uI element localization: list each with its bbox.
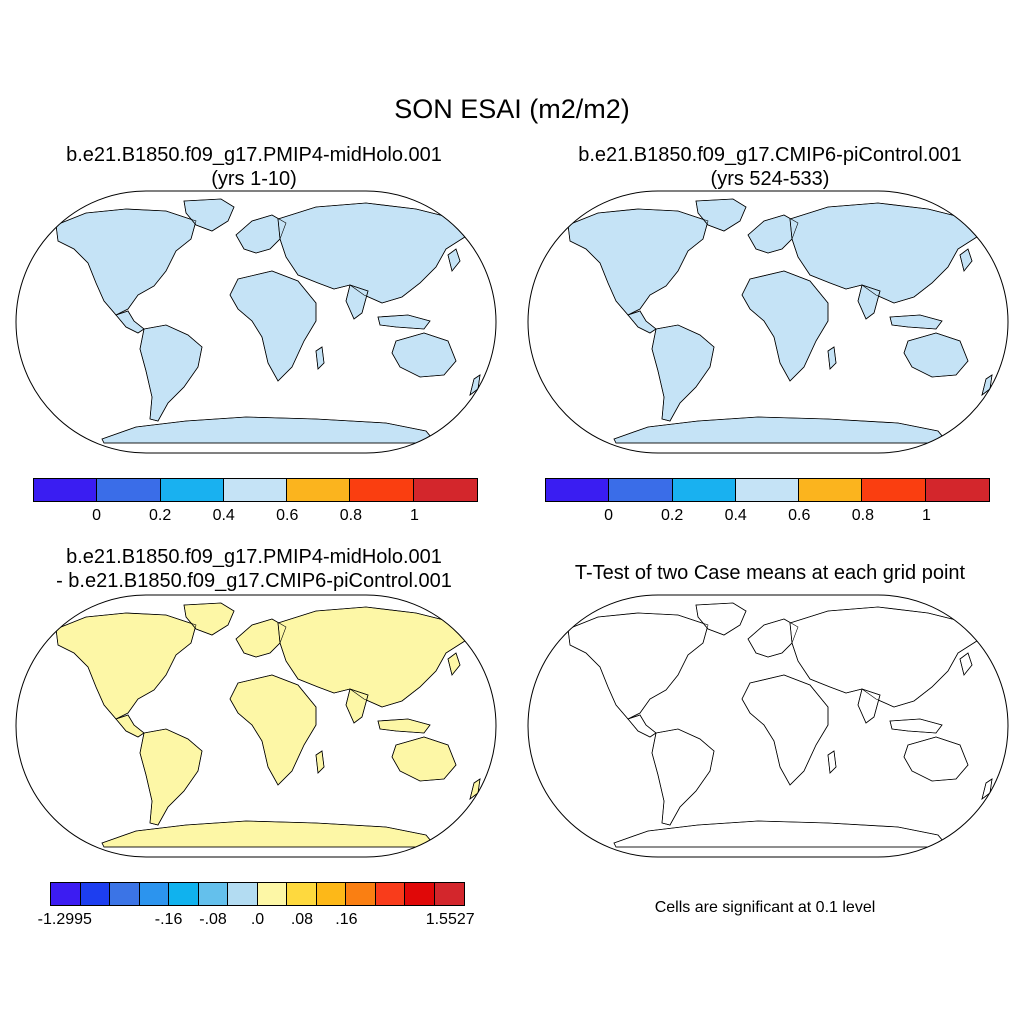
colorbar-box — [735, 479, 800, 501]
colorbar-tick-label: -.16 — [154, 911, 183, 928]
colorbar-box — [799, 479, 863, 501]
colorbar-tick-label: .0 — [250, 911, 265, 928]
colorbar-difference — [50, 882, 465, 906]
colorbar-main-right — [545, 478, 990, 502]
map-border — [527, 190, 1009, 454]
significance-note: Cells are significant at 0.1 level — [654, 899, 876, 916]
colorbar-box — [257, 883, 287, 905]
colorbar-box — [350, 479, 414, 501]
colorbar-box — [80, 883, 110, 905]
colorbar-tick-label: 0 — [604, 507, 614, 524]
panel-title-midholo: b.e21.B1850.f09_g17.PMIP4-midHolo.001 (y… — [4, 143, 504, 191]
colorbar-box — [346, 883, 376, 905]
colorbar-box — [287, 479, 351, 501]
colorbar-box — [97, 479, 161, 501]
colorbar-box — [287, 883, 317, 905]
colorbar-main-right-labels: 0 0.2 0.4 0.6 0.8 1 — [545, 507, 990, 527]
colorbar-tick-label: 1 — [409, 507, 419, 524]
panel-title-line1: b.e21.B1850.f09_g17.PMIP4-midHolo.001 — [66, 144, 442, 166]
continents-shape — [567, 198, 993, 444]
colorbar-box — [925, 479, 989, 501]
colorbar-box — [169, 883, 199, 905]
panel-title-difference: b.e21.B1850.f09_g17.PMIP4-midHolo.001 - … — [4, 545, 504, 593]
figure-title: SON ESAI (m2/m2) — [394, 94, 630, 124]
colorbar-tick-label: 0.8 — [339, 507, 362, 524]
continents-shape — [55, 602, 481, 848]
panel-title-ttest: T-Test of two Case means at each grid po… — [520, 561, 1020, 585]
colorbar-box — [862, 479, 926, 501]
colorbar-box — [375, 883, 405, 905]
map-panel — [15, 594, 497, 858]
colorbar-tick-label: 0.2 — [661, 507, 684, 524]
colorbar-main-left — [33, 478, 478, 502]
colorbar-tick-label: -1.2995 — [37, 911, 92, 928]
colorbar-tick-label: 0.2 — [149, 507, 172, 524]
colorbar-tick-label: 0 — [92, 507, 102, 524]
continents-shape — [567, 602, 993, 848]
colorbar-box — [546, 479, 610, 501]
panel-title-line1: b.e21.B1850.f09_g17.PMIP4-midHolo.001 — [66, 546, 442, 568]
colorbar-box — [139, 883, 169, 905]
colorbar-difference-labels: -1.2995 -.16 -.08 .0 .08 .16 1.5527 — [38, 911, 475, 931]
colorbar-box — [672, 479, 736, 501]
colorbar-tick-label: 0.6 — [788, 507, 811, 524]
colorbar-box — [316, 883, 346, 905]
panel-title-line2: (yrs 1-10) — [211, 168, 297, 190]
colorbar-main-left-labels: 0 0.2 0.4 0.6 0.8 1 — [33, 507, 478, 527]
colorbar-tick-label: 0.8 — [851, 507, 874, 524]
map-border — [527, 594, 1009, 858]
panel-title-line2: - b.e21.B1850.f09_g17.CMIP6-piControl.00… — [56, 570, 452, 592]
colorbar-box — [413, 479, 477, 501]
panel-title-line1: T-Test of two Case means at each grid po… — [574, 562, 966, 584]
colorbar-tick-label: 0.4 — [212, 507, 235, 524]
colorbar-box — [51, 883, 81, 905]
colorbar-box — [34, 479, 98, 501]
colorbar-tick-label: 0.6 — [276, 507, 299, 524]
colorbar-tick-label: 0.4 — [724, 507, 747, 524]
map-panel — [527, 190, 1009, 454]
panel-title-line1: b.e21.B1850.f09_g17.CMIP6-piControl.001 — [578, 144, 962, 166]
colorbar-box — [198, 883, 228, 905]
map-border — [15, 190, 497, 454]
colorbar-tick-label: .16 — [335, 911, 358, 928]
colorbar-box — [609, 479, 673, 501]
colorbar-tick-label: .08 — [290, 911, 314, 928]
colorbar-tick-label: 1 — [921, 507, 931, 524]
colorbar-box — [434, 883, 464, 905]
colorbar-tick-label: -.08 — [199, 911, 227, 928]
colorbar-box — [223, 479, 288, 501]
colorbar-box — [110, 883, 140, 905]
panel-title-line2: (yrs 524-533) — [710, 168, 830, 190]
colorbar-box — [405, 883, 435, 905]
colorbar-tick-label: 1.5527 — [425, 911, 475, 928]
panel-title-picontrol: b.e21.B1850.f09_g17.CMIP6-piControl.001 … — [520, 143, 1020, 191]
colorbar-box — [160, 479, 224, 501]
colorbar-box — [228, 883, 258, 905]
map-panel — [527, 594, 1009, 858]
continents-shape — [55, 198, 481, 444]
map-border — [15, 594, 497, 858]
map-panel — [15, 190, 497, 454]
